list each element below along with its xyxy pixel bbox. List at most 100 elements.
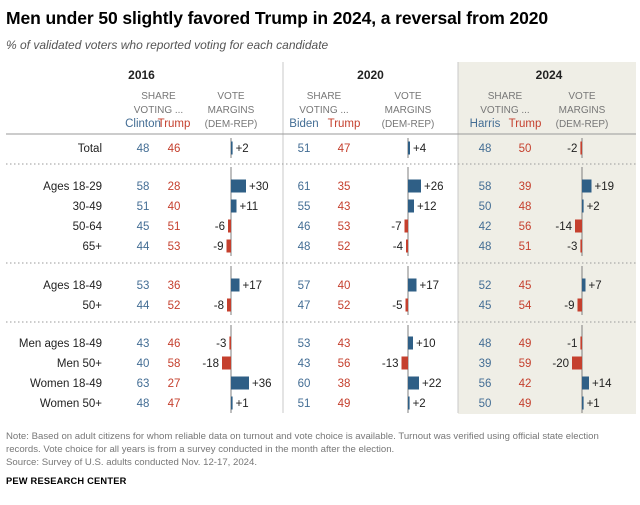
dem-share-value: 57 xyxy=(298,280,311,292)
rep-share-value: 52 xyxy=(168,300,181,312)
margin-value: +30 xyxy=(249,181,269,193)
margin-bar xyxy=(408,179,421,193)
dem-share-value: 56 xyxy=(479,378,492,390)
margin-value: -14 xyxy=(555,221,572,233)
rep-share-value: 27 xyxy=(168,378,181,390)
year-header-2024: 2024 xyxy=(536,68,563,82)
row-label: Total xyxy=(78,143,102,155)
dem-share-value: 42 xyxy=(479,221,492,233)
dem-share-value: 48 xyxy=(137,398,150,410)
row-label: Men 50+ xyxy=(57,358,102,370)
margin-bar xyxy=(582,376,589,390)
dem-share-value: 40 xyxy=(137,358,150,370)
margin-bar xyxy=(582,179,592,193)
margin-value: -8 xyxy=(214,300,224,312)
rep-share-value: 53 xyxy=(168,241,181,253)
dem-share-value: 58 xyxy=(479,181,492,193)
margin-value: -5 xyxy=(392,300,402,312)
rep-share-value: 49 xyxy=(519,338,532,350)
margin-bar xyxy=(231,141,233,155)
margin-label: VOTE xyxy=(568,91,596,102)
rep-share-value: 51 xyxy=(519,241,532,253)
dem-share-value: 45 xyxy=(137,221,150,233)
margin-value: +11 xyxy=(240,201,259,213)
dem-share-value: 47 xyxy=(298,300,311,312)
share-label: VOTING ... xyxy=(134,105,183,116)
share-label: VOTING ... xyxy=(299,105,348,116)
margin-value: +7 xyxy=(589,280,602,292)
notes: Note: Based on adult citizens for whom r… xyxy=(6,430,636,470)
dem-share-value: 43 xyxy=(137,338,150,350)
margin-value: +17 xyxy=(243,280,263,292)
rep-share-value: 28 xyxy=(168,181,181,193)
rep-share-value: 42 xyxy=(519,378,532,390)
margin-bar xyxy=(580,141,582,155)
rep-share-value: 51 xyxy=(168,221,181,233)
dem-share-value: 51 xyxy=(137,201,150,213)
rep-share-value: 36 xyxy=(168,280,181,292)
dem-share-value: 48 xyxy=(479,338,492,350)
dem-share-value: 39 xyxy=(479,358,492,370)
margin-value: -13 xyxy=(382,358,399,370)
rep-share-value: 56 xyxy=(519,221,532,233)
margin-bar xyxy=(401,356,408,370)
dem-share-value: 52 xyxy=(479,280,492,292)
margin-label: VOTE xyxy=(394,91,422,102)
candidate-rep-trump: Trump xyxy=(328,118,361,130)
margin-bar xyxy=(222,356,231,370)
margin-label: MARGINS xyxy=(208,105,255,116)
margin-value: +2 xyxy=(587,201,600,213)
margin-value: +10 xyxy=(416,338,436,350)
margin-bar xyxy=(582,199,584,213)
margin-bar xyxy=(408,199,414,213)
dem-share-value: 48 xyxy=(479,241,492,253)
rep-share-value: 46 xyxy=(168,143,181,155)
rep-share-value: 54 xyxy=(519,300,532,312)
margin-label: (DEM-REP) xyxy=(382,119,435,130)
margin-bar xyxy=(582,396,584,410)
row-label: Men ages 18-49 xyxy=(19,338,102,350)
dem-share-value: 48 xyxy=(137,143,150,155)
row-label: Women 50+ xyxy=(40,398,102,410)
dem-share-value: 53 xyxy=(298,338,311,350)
rep-share-value: 47 xyxy=(168,398,181,410)
dem-share-value: 44 xyxy=(137,300,150,312)
row-label: 50+ xyxy=(82,300,102,312)
candidate-dem-harris: Harris xyxy=(470,118,501,130)
margin-bar xyxy=(228,219,231,233)
dem-share-value: 51 xyxy=(298,143,311,155)
margin-bar xyxy=(408,278,417,292)
margin-bar xyxy=(231,199,237,213)
rep-share-value: 40 xyxy=(338,280,351,292)
margin-bar xyxy=(227,298,231,312)
margin-value: +2 xyxy=(236,143,249,155)
rep-share-value: 52 xyxy=(338,300,351,312)
margin-bar xyxy=(229,336,231,350)
share-label: VOTING ... xyxy=(480,105,529,116)
year-header-2016: 2016 xyxy=(128,68,155,82)
margin-value: -18 xyxy=(202,358,219,370)
margin-value: +22 xyxy=(422,378,442,390)
margin-bar xyxy=(577,298,582,312)
candidate-dem-biden: Biden xyxy=(289,118,318,130)
margin-bar xyxy=(231,179,246,193)
margin-value: +4 xyxy=(413,143,427,155)
rep-share-value: 50 xyxy=(519,143,532,155)
rep-share-value: 43 xyxy=(338,201,351,213)
rep-share-value: 38 xyxy=(338,378,351,390)
margin-value: -3 xyxy=(567,241,577,253)
margin-value: +26 xyxy=(424,181,444,193)
row-label: Ages 18-49 xyxy=(43,280,102,292)
source-org: PEW RESEARCH CENTER xyxy=(6,476,127,486)
dem-share-value: 61 xyxy=(298,181,311,193)
margin-value: -3 xyxy=(216,338,226,350)
dem-share-value: 58 xyxy=(137,181,150,193)
rep-share-value: 45 xyxy=(519,280,532,292)
margin-label: MARGINS xyxy=(559,105,606,116)
margin-label: MARGINS xyxy=(385,105,432,116)
dem-share-value: 44 xyxy=(137,241,150,253)
margin-value: -9 xyxy=(213,241,223,253)
margin-value: +1 xyxy=(236,398,249,410)
margin-bar xyxy=(404,219,408,233)
